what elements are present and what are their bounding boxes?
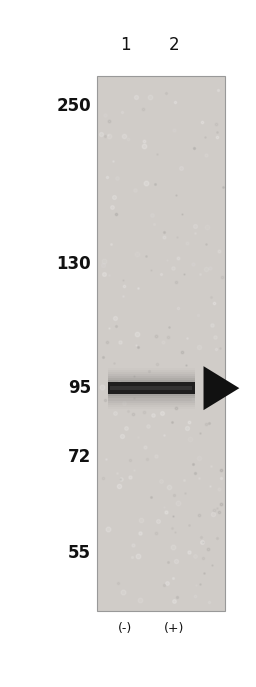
- Bar: [108, 368, 195, 409]
- Bar: [108, 376, 195, 401]
- Bar: [108, 380, 195, 396]
- Text: (-): (-): [118, 622, 133, 635]
- Bar: [97, 76, 225, 611]
- Bar: [108, 370, 195, 407]
- Text: 55: 55: [68, 544, 91, 562]
- Text: 72: 72: [68, 448, 91, 466]
- Text: 2: 2: [169, 36, 179, 54]
- Bar: [108, 378, 195, 398]
- Bar: [110, 386, 192, 390]
- Text: 130: 130: [56, 256, 91, 273]
- Polygon shape: [204, 366, 239, 410]
- Bar: [108, 382, 195, 394]
- Text: (+): (+): [164, 622, 184, 635]
- Text: 250: 250: [56, 98, 91, 115]
- Bar: [108, 374, 195, 403]
- Bar: [108, 382, 195, 394]
- Text: 95: 95: [68, 379, 91, 397]
- Text: 1: 1: [120, 36, 131, 54]
- Bar: [108, 372, 195, 405]
